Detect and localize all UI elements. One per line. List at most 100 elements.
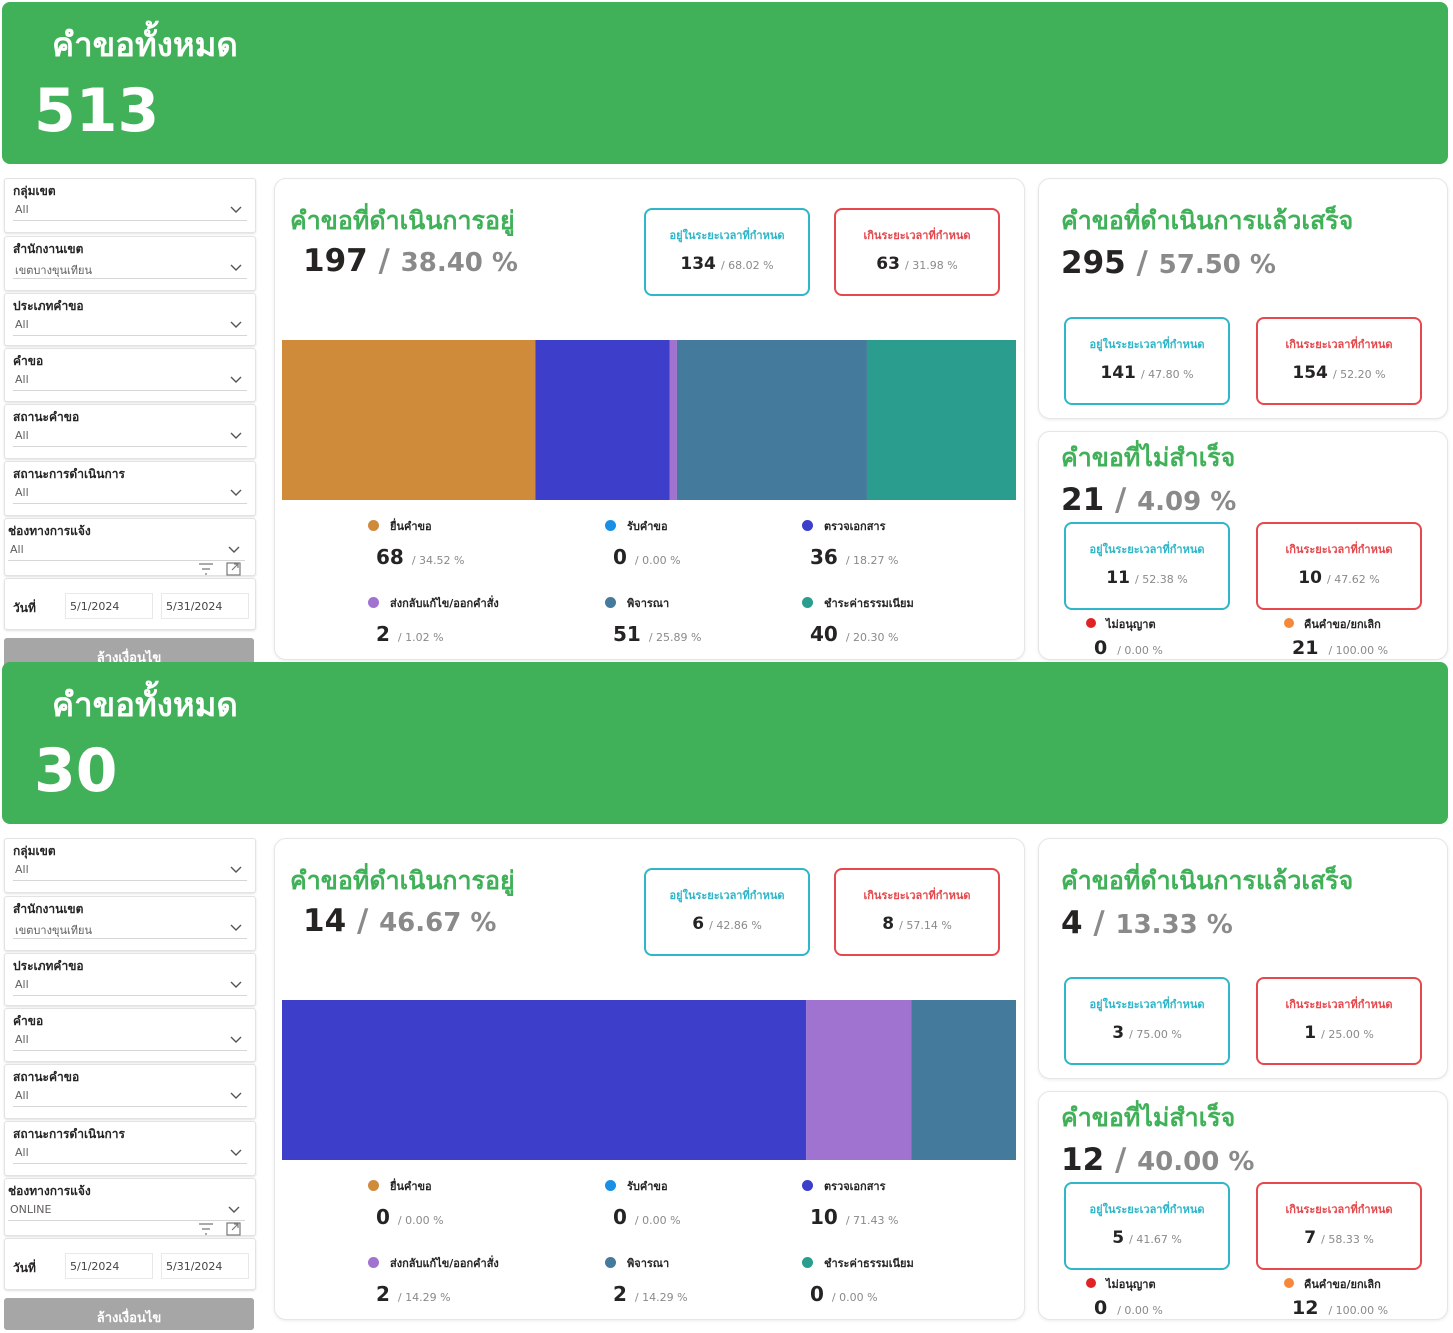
filter-district-office[interactable]: สำนักงานเขต เขตบางขุนเทียน xyxy=(4,236,256,291)
filter-tools[interactable] xyxy=(197,1221,247,1237)
legend-label: พิจารณา xyxy=(627,1257,670,1270)
completed-late-kpi: เกินระยะเวลาที่กำหนด 1 / 25.00 % xyxy=(1256,977,1422,1065)
chevron-down-icon[interactable] xyxy=(229,317,243,331)
filter-dropdown[interactable]: All xyxy=(13,314,247,336)
failed-count: 21 xyxy=(1061,482,1105,518)
chevron-down-icon[interactable] xyxy=(229,372,243,386)
filter-lines-icon[interactable] xyxy=(199,1223,213,1235)
legend-item[interactable]: ตรวจเอกสาร 10 / 71.43 % xyxy=(802,1177,1002,1237)
legend-dot xyxy=(605,597,616,608)
legend-value: 0 / 0.00 % xyxy=(613,545,681,569)
in-progress-title: คำขอที่ดำเนินการอยู่ xyxy=(290,206,515,235)
chevron-down-icon[interactable] xyxy=(229,485,243,499)
legend-dot xyxy=(802,520,813,531)
chevron-down-icon[interactable] xyxy=(229,260,243,274)
bar-segment[interactable] xyxy=(669,340,677,500)
filter-dropdown[interactable]: ONLINE xyxy=(8,1199,245,1221)
filter-district-group[interactable]: กลุ่มเขต All xyxy=(4,838,256,893)
filter-date-range[interactable]: วันที่ 5/1/2024 5/31/2024 xyxy=(4,1238,256,1290)
filter-request[interactable]: คำขอ All xyxy=(4,348,256,402)
bar-segment[interactable] xyxy=(535,340,670,500)
chevron-down-icon[interactable] xyxy=(229,1032,243,1046)
filter-dropdown[interactable]: All xyxy=(13,369,247,391)
filter-channel[interactable]: ช่องทางการแจ้ง ONLINE xyxy=(4,1178,256,1236)
filter-request-type[interactable]: ประเภทคำขอ All xyxy=(4,953,256,1006)
chevron-down-icon[interactable] xyxy=(229,1145,243,1159)
bar-segment[interactable] xyxy=(676,340,867,500)
returned-percent: / 100.00 % xyxy=(1328,644,1389,657)
legend-item[interactable]: พิจารณา 2 / 14.29 % xyxy=(605,1254,805,1314)
kpi-count: 3 xyxy=(1112,1023,1125,1043)
filter-dropdown[interactable]: All xyxy=(13,1029,247,1051)
legend-item[interactable]: ส่งกลับแก้ไข/ออกคำสั่ง 2 / 14.29 % xyxy=(368,1254,568,1314)
kpi-count: 134 xyxy=(680,254,716,274)
in-progress-title: คำขอที่ดำเนินการอยู่ xyxy=(290,866,515,895)
chevron-down-icon[interactable] xyxy=(229,202,243,216)
bar-segment[interactable] xyxy=(282,340,536,500)
filter-dropdown[interactable]: All xyxy=(13,974,247,996)
filter-dropdown[interactable]: All xyxy=(13,482,247,504)
filter-value: All xyxy=(15,1146,29,1159)
in-progress-late-kpi: เกินระยะเวลาที่กำหนด 8 / 57.14 % xyxy=(834,868,1000,956)
expand-icon[interactable] xyxy=(226,562,241,576)
filter-operation-status[interactable]: สถานะการดำเนินการ All xyxy=(4,1121,256,1176)
filter-dropdown[interactable]: All xyxy=(13,859,247,881)
filter-request[interactable]: คำขอ All xyxy=(4,1008,256,1062)
filter-dropdown[interactable]: All xyxy=(13,1142,247,1164)
filter-dropdown[interactable]: All xyxy=(13,1085,247,1107)
legend-item[interactable]: ส่งกลับแก้ไข/ออกคำสั่ง 2 / 1.02 % xyxy=(368,594,568,654)
filter-dropdown[interactable]: เขตบางขุนเทียน xyxy=(13,917,247,939)
legend-item[interactable]: ชำระค่าธรรมเนียม 0 / 0.00 % xyxy=(802,1254,1002,1314)
legend-item[interactable]: ยื่นคำขอ 0 / 0.00 % xyxy=(368,1177,568,1237)
kpi-percent: / 58.33 % xyxy=(1321,1233,1374,1246)
legend-item[interactable]: ยื่นคำขอ 68 / 34.52 % xyxy=(368,517,568,577)
kpi-label: เกินระยะเวลาที่กำหนด xyxy=(1285,338,1393,351)
filter-dropdown[interactable]: เขตบางขุนเทียน xyxy=(13,257,247,279)
legend-count: 2 xyxy=(376,622,390,646)
filter-request-status[interactable]: สถานะคำขอ All xyxy=(4,404,256,459)
filter-dropdown[interactable]: All xyxy=(13,199,247,221)
legend-item[interactable]: ชำระค่าธรรมเนียม 40 / 20.30 % xyxy=(802,594,1002,654)
legend-item[interactable]: รับคำขอ 0 / 0.00 % xyxy=(605,517,805,577)
failed-count-line: 12 / 40.00 % xyxy=(1061,1142,1254,1178)
date-start-input[interactable]: 5/1/2024 xyxy=(65,1253,153,1279)
bar-segment[interactable] xyxy=(866,340,1016,500)
legend-percent: / 25.89 % xyxy=(648,631,702,644)
date-start-input[interactable]: 5/1/2024 xyxy=(65,593,153,619)
filter-district-group[interactable]: กลุ่มเขต All xyxy=(4,178,256,233)
header-total-count: 30 xyxy=(34,736,118,806)
kpi-percent: / 75.00 % xyxy=(1129,1028,1182,1041)
completed-count: 4 xyxy=(1061,905,1083,941)
date-end-input[interactable]: 5/31/2024 xyxy=(161,1253,249,1279)
chevron-down-icon[interactable] xyxy=(227,1202,241,1216)
filter-dropdown[interactable]: All xyxy=(13,425,247,447)
date-end-input[interactable]: 5/31/2024 xyxy=(161,593,249,619)
filter-lines-icon[interactable] xyxy=(199,563,213,575)
legend-item[interactable]: รับคำขอ 0 / 0.00 % xyxy=(605,1177,805,1237)
chevron-down-icon[interactable] xyxy=(229,862,243,876)
clear-filters-button[interactable]: ล้างเงื่อนไข xyxy=(4,1298,254,1330)
filter-operation-status[interactable]: สถานะการดำเนินการ All xyxy=(4,461,256,516)
chevron-down-icon[interactable] xyxy=(229,920,243,934)
chevron-down-icon[interactable] xyxy=(229,977,243,991)
kpi-count: 141 xyxy=(1100,363,1136,383)
legend-item[interactable]: ตรวจเอกสาร 36 / 18.27 % xyxy=(802,517,1002,577)
filter-date-range[interactable]: วันที่ 5/1/2024 5/31/2024 xyxy=(4,578,256,630)
filter-dropdown[interactable]: All xyxy=(8,539,245,561)
chevron-down-icon[interactable] xyxy=(227,542,241,556)
failed-late-kpi: เกินระยะเวลาที่กำหนด 10 / 47.62 % xyxy=(1256,522,1422,610)
chevron-down-icon[interactable] xyxy=(229,428,243,442)
filter-tools[interactable] xyxy=(197,561,247,577)
legend-item[interactable]: พิจารณา 51 / 25.89 % xyxy=(605,594,805,654)
bar-segment[interactable] xyxy=(282,1000,807,1160)
filter-channel[interactable]: ช่องทางการแจ้ง All xyxy=(4,518,256,576)
filter-request-type[interactable]: ประเภทคำขอ All xyxy=(4,293,256,346)
bar-segment[interactable] xyxy=(911,1000,1016,1160)
filter-request-status[interactable]: สถานะคำขอ All xyxy=(4,1064,256,1119)
chevron-down-icon[interactable] xyxy=(229,1088,243,1102)
failed-title: คำขอที่ไม่สำเร็จ xyxy=(1061,1103,1236,1132)
expand-icon[interactable] xyxy=(226,1222,241,1236)
filter-value: All xyxy=(15,203,29,216)
filter-district-office[interactable]: สำนักงานเขต เขตบางขุนเทียน xyxy=(4,896,256,951)
bar-segment[interactable] xyxy=(806,1000,912,1160)
